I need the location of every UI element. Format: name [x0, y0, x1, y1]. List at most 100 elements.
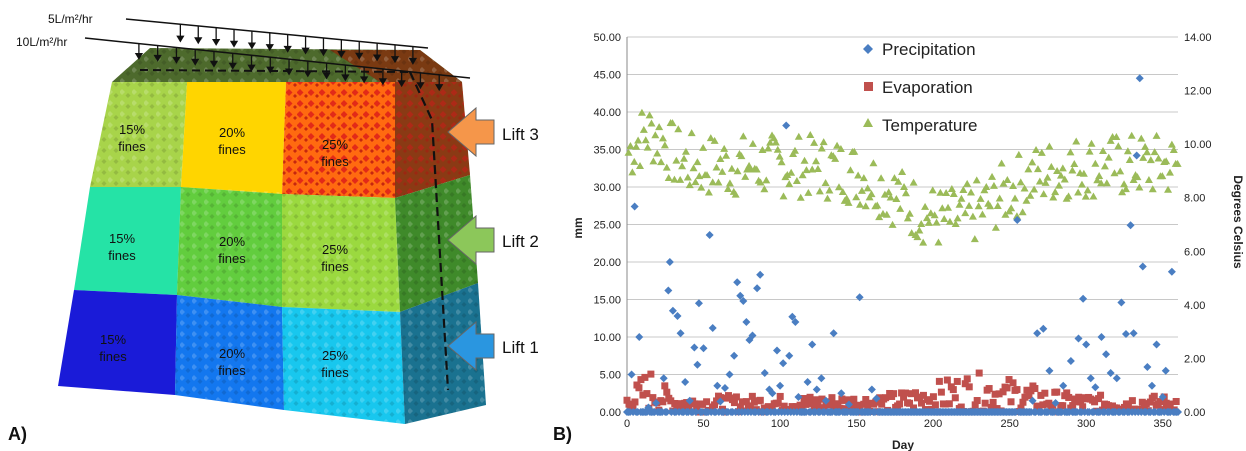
temperature-point [727, 164, 736, 172]
evaporation-point [800, 395, 808, 403]
y2-tick-label: 4.00 [1184, 300, 1205, 312]
temperature-point [999, 179, 1008, 187]
precipitation-point [1147, 381, 1156, 390]
evaporation-point [1063, 389, 1071, 397]
precipitation-point [742, 318, 751, 326]
label-r2c3-word: fines [321, 259, 349, 274]
y-tick-label: 15.00 [593, 295, 621, 307]
temperature-point [1068, 166, 1077, 174]
evaporation-point [910, 404, 918, 412]
precipitation-point [685, 396, 694, 405]
precipitation-point [1132, 151, 1141, 160]
temperature-point [913, 233, 922, 241]
label-r3c1-word: fines [118, 139, 146, 154]
temperature-point [836, 145, 845, 153]
temperature-point [1056, 171, 1065, 179]
y-tick-label: 35.00 [593, 145, 621, 157]
evaporation-point [1156, 398, 1164, 406]
temperature-point [779, 192, 788, 200]
label-r3c1-pct: 15% [119, 122, 145, 137]
temperature-point [1154, 154, 1163, 162]
precipitation-point [1117, 298, 1126, 307]
evaporation-point [717, 394, 725, 402]
evaporation-point [896, 400, 904, 408]
precipitation-point [1039, 324, 1048, 333]
temperature-point [928, 186, 937, 194]
temperature-point [856, 200, 865, 208]
temperature-point [1106, 136, 1115, 144]
precipitation-point [808, 340, 817, 349]
precipitation-point [1106, 369, 1115, 377]
temperature-point [704, 188, 713, 196]
temperature-point [1020, 184, 1029, 192]
evaporation-point [776, 392, 784, 400]
temperature-point [655, 123, 664, 131]
precipitation-point [821, 396, 830, 405]
temperature-point [708, 178, 717, 186]
temperature-point [787, 168, 796, 176]
evaporation-point [1013, 386, 1021, 394]
temperature-point [815, 187, 824, 195]
evaporation-point [878, 400, 886, 408]
evaporation-point [798, 403, 806, 411]
cell-labels: 15% fines 20% fines 25% fines 15% fines … [99, 122, 349, 380]
temperature-point [630, 157, 639, 165]
panel-b-label: B) [553, 424, 572, 444]
temperature-point [965, 201, 974, 209]
legend-temperature-label: Temperature [882, 116, 977, 135]
temperature-point [831, 154, 840, 162]
y-axis-label: mm [571, 217, 585, 238]
evaporation-point [663, 388, 671, 396]
temperature-point [716, 154, 725, 162]
evaporation-point [890, 390, 898, 398]
evaporation-point [840, 396, 848, 404]
x-tick-label: 100 [771, 418, 789, 430]
temperature-point [632, 142, 641, 150]
temperature-point [1010, 194, 1019, 202]
evaporation-point [641, 373, 649, 381]
temperature-point [1093, 176, 1102, 184]
evaporation-point [957, 403, 965, 411]
temperature-point [647, 119, 656, 127]
evaporation-point [872, 398, 880, 406]
evaporation-point [750, 398, 758, 406]
evaporation-point [742, 398, 750, 406]
temperature-point [1095, 171, 1104, 179]
evaporation-point [860, 400, 868, 408]
precipitation-point [668, 306, 677, 315]
temperature-point [624, 148, 633, 156]
temperature-point [1058, 164, 1067, 172]
temperature-point [733, 167, 742, 175]
precipitation-point [844, 400, 853, 409]
temperature-point [664, 173, 673, 181]
evaporation-point [1065, 393, 1073, 401]
y2-tick-label: 8.00 [1184, 193, 1205, 205]
temperature-point [1114, 142, 1123, 150]
temperature-point [1091, 159, 1100, 167]
evaporation-point [1124, 402, 1132, 410]
evaporation-point [1138, 398, 1146, 406]
y2-tick-label: 10.00 [1184, 139, 1212, 151]
temperature-point [1018, 208, 1027, 216]
temperature-point [978, 210, 987, 218]
evaporation-point [850, 395, 858, 403]
temperature-point [1087, 139, 1096, 147]
y-tick-label: 50.00 [593, 32, 621, 44]
temperature-point [915, 226, 924, 234]
precipitation-point [756, 270, 765, 279]
precipitation-point [730, 351, 739, 360]
temperature-point [714, 178, 723, 186]
evaporation-point [971, 401, 979, 409]
temperature-point [634, 136, 643, 144]
temperature-point [1007, 204, 1016, 212]
temperature-point [1167, 140, 1176, 148]
temperature-point [1039, 190, 1048, 198]
label-r3c2-word: fines [218, 142, 246, 157]
temperature-point [936, 188, 945, 196]
temperature-point [1127, 131, 1136, 139]
temperature-point [626, 142, 635, 150]
temperature-point [852, 193, 861, 201]
temperature-point [976, 194, 985, 202]
temperature-point [934, 238, 943, 246]
